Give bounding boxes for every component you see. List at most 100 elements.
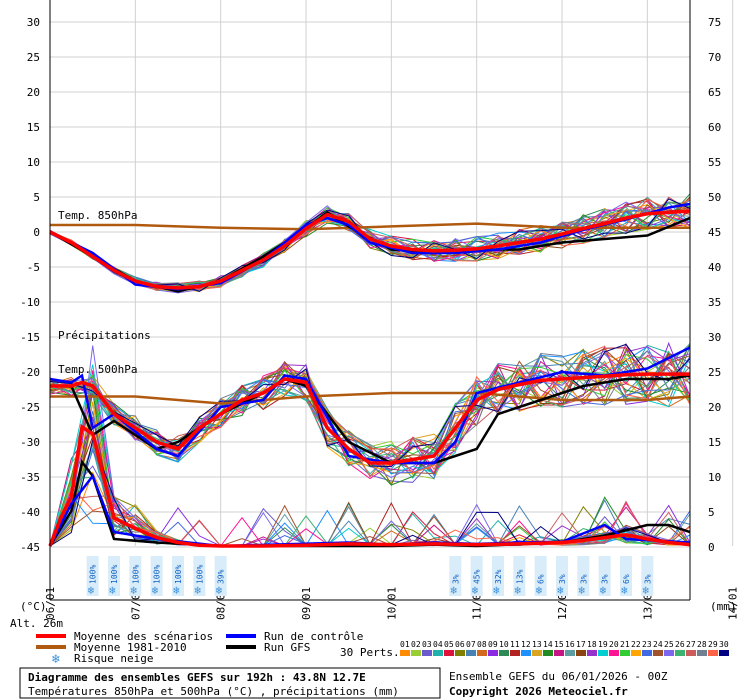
perturbation-number: 25 — [664, 640, 674, 649]
perturbation-swatch — [422, 650, 432, 656]
right-tick-label: 55 — [708, 156, 721, 169]
right-tick-label: 20 — [708, 401, 721, 414]
snowflake-icon: ❄ — [514, 584, 521, 597]
perturbation-swatch — [609, 650, 619, 656]
footer-subtitle: Températures 850hPa et 500hPa (°C) , pré… — [28, 685, 399, 698]
left-tick-label: -25 — [20, 401, 40, 414]
perturbation-swatch — [576, 650, 586, 656]
snow-risk-cell — [620, 556, 632, 596]
snow-risk-pct: 100% — [195, 565, 204, 584]
perturbation-swatch — [411, 650, 421, 656]
perturbation-number: 29 — [708, 640, 718, 649]
perturbation-number: 13 — [532, 640, 542, 649]
perturbation-number: 18 — [587, 640, 597, 649]
perturbation-swatch — [510, 650, 520, 656]
left-tick-label: -20 — [20, 366, 40, 379]
perturbation-number: 06 — [455, 640, 465, 649]
left-tick-label: -40 — [20, 506, 40, 519]
footer-copyright: Copyright 2026 Meteociel.fr — [449, 685, 628, 698]
snowflake-icon: ❄ — [642, 584, 649, 597]
left-tick-label: 20 — [27, 86, 40, 99]
snow-risk-cell — [108, 556, 120, 596]
series-t500-line — [50, 374, 691, 465]
perturbation-swatch — [565, 650, 575, 656]
snow-risk-cell — [556, 556, 568, 596]
snowflake-icon: ❄ — [88, 584, 95, 597]
left-tick-label: 0 — [33, 226, 40, 239]
left-tick-label: 30 — [27, 16, 40, 29]
snow-risk-pct: 45% — [473, 569, 482, 584]
perturbation-swatch — [466, 650, 476, 656]
perturbation-swatch — [488, 650, 498, 656]
snow-risk-cell — [577, 556, 590, 596]
snowflake-icon: ❄ — [557, 584, 564, 597]
left-tick-label: 5 — [33, 191, 40, 204]
snowflake-icon: ❄ — [536, 584, 543, 597]
snow-risk-pct: 3% — [643, 574, 652, 584]
snow-risk-pct: 6% — [622, 574, 631, 584]
perturbation-swatch — [631, 650, 641, 656]
right-tick-label: 50 — [708, 191, 721, 204]
left-tick-label: 25 — [27, 51, 40, 64]
left-tick-label: -30 — [20, 436, 40, 449]
left-tick-label: 10 — [27, 156, 40, 169]
perturbation-number: 20 — [609, 640, 619, 649]
snowflake-icon: ❄ — [472, 584, 479, 597]
right-tick-label: 40 — [708, 261, 721, 274]
perturbation-number: 23 — [642, 640, 652, 649]
snow-risk-pct: 6% — [537, 574, 546, 584]
right-tick-label: 35 — [708, 296, 721, 309]
footer-box — [19, 667, 441, 699]
series-t500-line — [50, 391, 691, 405]
perturbation-swatch — [686, 650, 696, 656]
perturbation-number: 04 — [433, 640, 443, 649]
altitude-label: Alt. 26m — [10, 617, 63, 630]
right-tick-label: 65 — [708, 86, 721, 99]
ensemble-t500-line — [49, 350, 691, 467]
perturbation-number: 07 — [466, 640, 476, 649]
precip-label: Précipitations — [58, 329, 151, 342]
ensemble-t850-line — [49, 202, 691, 289]
snow-risk-pct: 3% — [451, 574, 460, 584]
perturbation-swatch — [664, 650, 674, 656]
perturbation-swatch — [400, 650, 410, 656]
right-tick-label: 10 — [708, 471, 721, 484]
series-precip-line — [48, 424, 691, 548]
snow-risk-pct: 39% — [217, 569, 226, 584]
perturbation-swatch — [543, 650, 553, 656]
perturbation-number: 19 — [598, 640, 608, 649]
right-tick-label: 45 — [708, 226, 721, 239]
date-label: 10/01 — [385, 587, 398, 620]
snow-risk-pct: 3% — [558, 574, 567, 584]
ensemble-t850-line — [49, 199, 691, 294]
perturbation-number: 14 — [543, 640, 553, 649]
perturbation-number: 22 — [631, 640, 641, 649]
snow-risk-cell — [598, 556, 611, 596]
snow-risk-cell — [534, 556, 547, 596]
ensemble-t850-line — [49, 201, 691, 291]
ensemble-precip-line — [49, 392, 691, 547]
date-label: 09/01 — [300, 587, 313, 620]
snow-risk-cell — [214, 556, 227, 596]
footer-run: Ensemble GEFS du 06/01/2026 - 00Z — [449, 670, 668, 683]
snowflake-icon: ❄ — [130, 584, 137, 597]
legend: Moyenne des scénarios Run de contrôle Mo… — [36, 630, 363, 667]
snowflake-icon: ❄ — [216, 584, 223, 597]
snow-risk-pct: 100% — [131, 565, 140, 584]
series-t500-line — [50, 372, 690, 465]
ensemble-t850-line — [49, 206, 691, 292]
perturbation-number: 09 — [488, 640, 498, 649]
perturbation-swatch — [642, 650, 652, 656]
snow-risk-cell — [513, 556, 526, 596]
perturbation-number: 11 — [510, 640, 520, 649]
left-tick-label: -35 — [20, 471, 40, 484]
ensemble-t850-line — [49, 201, 691, 292]
right-tick-label: 0 — [708, 541, 715, 554]
snow-risk-pct: 3% — [601, 574, 610, 584]
legend-snow: Risque neige — [74, 652, 153, 665]
snowflake-icon: ❄ — [173, 584, 180, 597]
right-tick-label: 30 — [708, 331, 721, 344]
perturbation-number: 17 — [576, 640, 586, 649]
perturbation-number: 08 — [477, 640, 487, 649]
